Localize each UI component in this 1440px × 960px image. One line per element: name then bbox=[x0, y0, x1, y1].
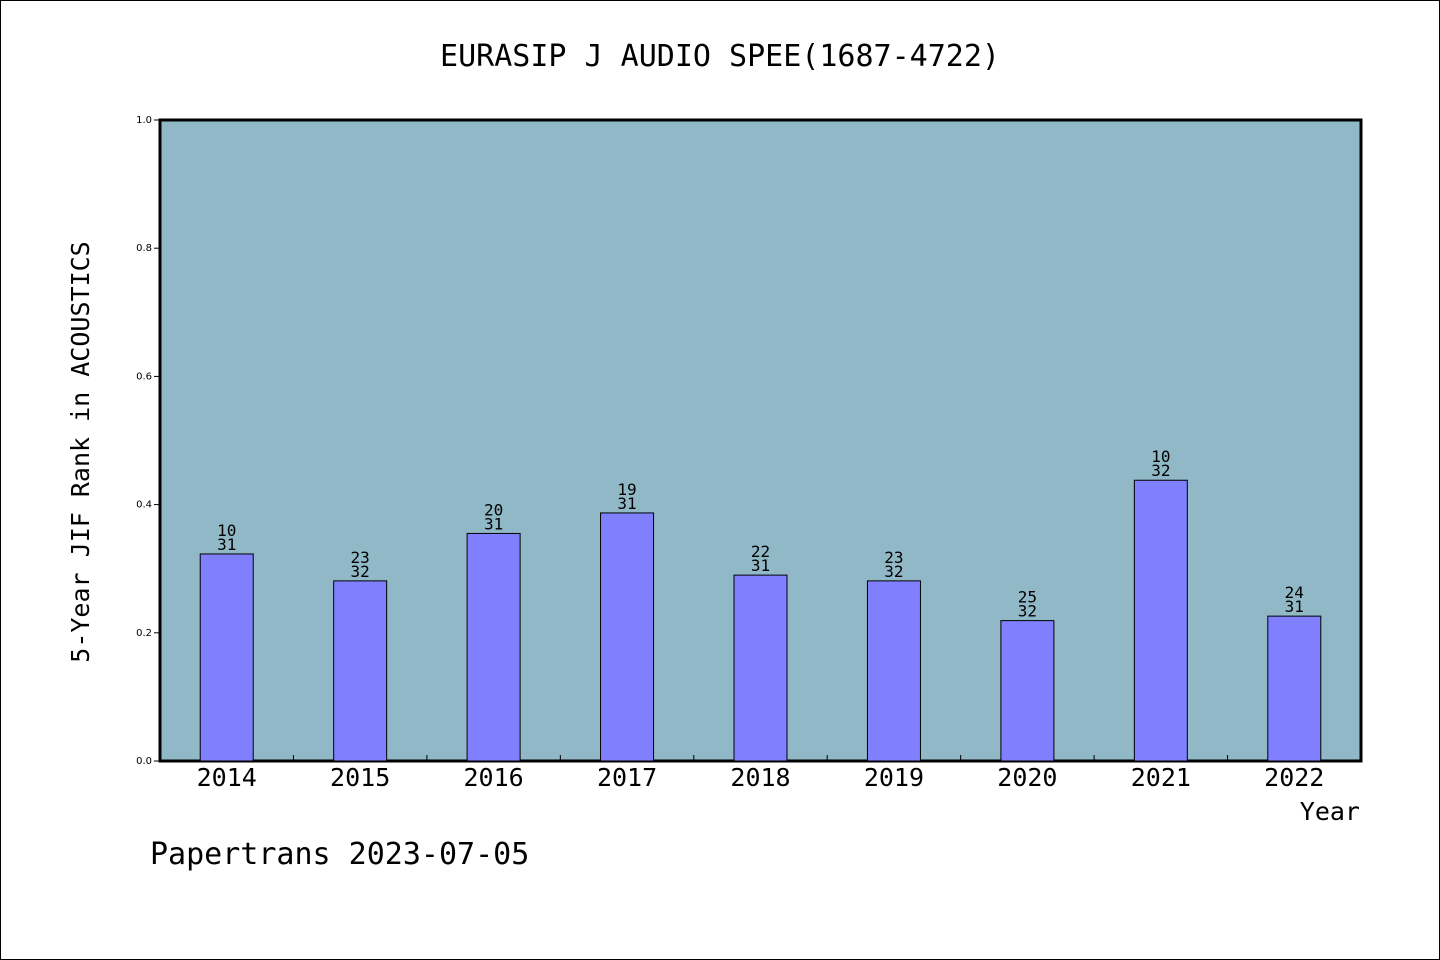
data-label-total: 32 bbox=[351, 562, 370, 581]
x-tick-label: 2014 bbox=[197, 763, 257, 792]
bar bbox=[466, 532, 521, 762]
x-tick-label: 2020 bbox=[997, 763, 1057, 792]
bar bbox=[333, 580, 388, 762]
data-label-total: 31 bbox=[484, 514, 503, 533]
data-label-rank: 25 bbox=[1018, 588, 1037, 607]
footer-text: Papertrans 2023-07-05 bbox=[150, 837, 529, 872]
data-label-rank: 20 bbox=[484, 500, 503, 519]
y-tick-label: 0.4 bbox=[136, 500, 152, 511]
y-tick-label: 0.6 bbox=[136, 371, 152, 382]
data-label-rank: 10 bbox=[217, 521, 236, 540]
y-tick-label: 0.2 bbox=[136, 628, 152, 639]
data-label-total: 32 bbox=[1018, 602, 1037, 621]
data-label-total: 31 bbox=[751, 556, 770, 575]
bars bbox=[199, 479, 1322, 762]
data-label-rank: 23 bbox=[884, 548, 903, 567]
bar bbox=[866, 580, 921, 762]
data-label-rank: 23 bbox=[351, 548, 370, 567]
bar bbox=[600, 512, 655, 762]
y-tick-label: 0.0 bbox=[136, 756, 152, 767]
bar bbox=[733, 574, 788, 762]
x-tick-label: 2021 bbox=[1131, 763, 1191, 792]
x-axis-label: Year bbox=[1300, 797, 1360, 826]
data-label-rank: 10 bbox=[1151, 447, 1170, 466]
x-tick-label: 2015 bbox=[330, 763, 390, 792]
x-tick-label: 2016 bbox=[464, 763, 524, 792]
y-axis-label: 5-Year JIF Rank in ACOUSTICS bbox=[66, 241, 95, 662]
y-axis: 0.0 0.2 0.4 0.6 0.8 1.0 bbox=[136, 115, 160, 767]
data-label-total: 31 bbox=[217, 535, 236, 554]
data-label-total: 32 bbox=[884, 562, 903, 581]
bar bbox=[1133, 479, 1188, 762]
data-label-rank: 24 bbox=[1285, 583, 1304, 602]
data-label-total: 31 bbox=[617, 494, 636, 513]
data-label-total: 32 bbox=[1151, 461, 1170, 480]
x-tick-label: 2022 bbox=[1264, 763, 1324, 792]
x-tick-label: 2018 bbox=[730, 763, 790, 792]
data-label-rank: 19 bbox=[617, 480, 636, 499]
y-tick-label: 1.0 bbox=[136, 115, 152, 126]
data-label-total: 31 bbox=[1285, 597, 1304, 616]
data-label-rank: 22 bbox=[751, 542, 770, 561]
x-tick-label: 2017 bbox=[597, 763, 657, 792]
bar bbox=[1000, 620, 1055, 762]
bar bbox=[1267, 615, 1322, 762]
chart-title: EURASIP J AUDIO SPEE(1687-4722) bbox=[440, 39, 1000, 74]
x-tick-label: 2019 bbox=[864, 763, 924, 792]
y-tick-label: 0.8 bbox=[136, 243, 152, 254]
x-axis: 2014 2015 2016 2017 2018 2019 2020 2021 2022 bbox=[197, 755, 1324, 792]
bar bbox=[199, 553, 254, 762]
